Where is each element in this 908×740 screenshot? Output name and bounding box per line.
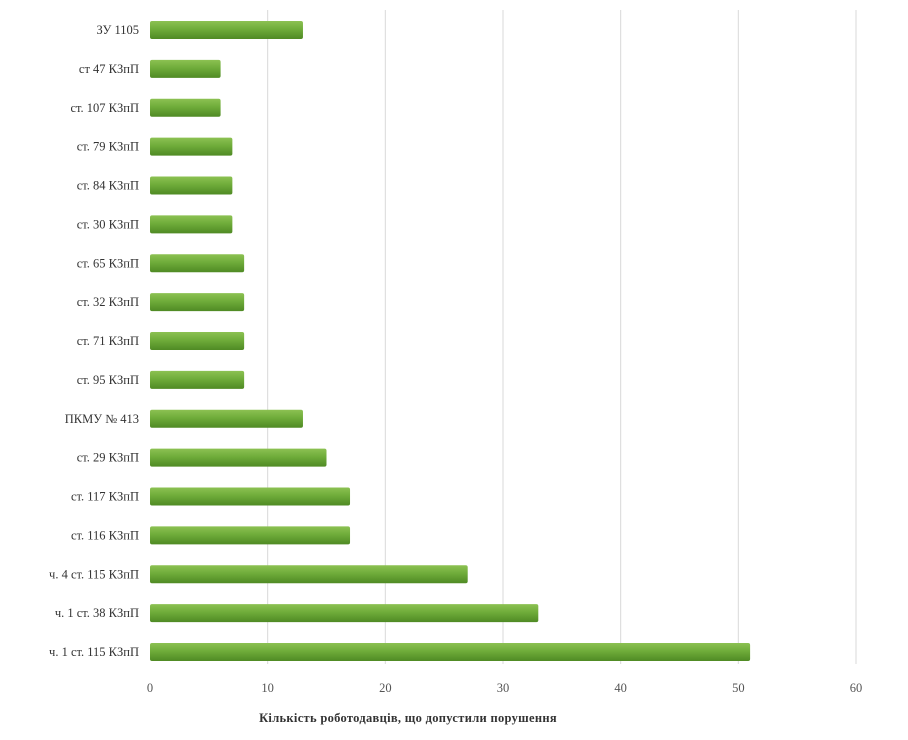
bar — [150, 643, 751, 661]
x-axis-title: Кількість роботодавців, що допустили пор… — [259, 711, 557, 725]
x-tick-label: 60 — [850, 681, 863, 695]
bar — [150, 293, 245, 312]
category-label: ст. 117 КЗпП — [71, 490, 139, 504]
bar — [150, 487, 351, 506]
x-tick-label: 0 — [147, 681, 153, 695]
x-tick-label: 50 — [732, 681, 745, 695]
category-label: ч. 4 ст. 115 КЗпП — [49, 567, 139, 581]
bar — [150, 448, 327, 467]
x-tick-label: 30 — [497, 681, 510, 695]
bar — [150, 59, 221, 78]
category-label: ст. 29 КЗпП — [77, 451, 139, 465]
x-tick-label: 20 — [379, 681, 392, 695]
category-label: ст 47 КЗпП — [79, 62, 139, 76]
x-tick-labels: 0 10 20 30 40 50 60 — [147, 681, 862, 695]
category-label: ст. 107 КЗпП — [70, 101, 139, 115]
bar — [150, 98, 221, 117]
category-label: ст. 79 КЗпП — [77, 140, 139, 154]
category-label: ПКМУ № 413 — [65, 412, 139, 426]
category-labels: ЗУ 1105 ст 47 КЗпП ст. 107 КЗпП ст. 79 КЗпП… — [49, 23, 139, 659]
bar — [150, 215, 233, 234]
category-label: ст. 32 КЗпП — [77, 295, 139, 309]
category-label: ст. 30 КЗпП — [77, 217, 139, 231]
bar — [150, 565, 468, 584]
category-label: ст. 95 КЗпП — [77, 373, 139, 387]
bar — [150, 526, 351, 545]
bar — [150, 332, 245, 350]
bar — [150, 137, 233, 156]
category-label: ч. 1 ст. 115 КЗпП — [49, 645, 139, 659]
x-tick-label: 10 — [261, 681, 274, 695]
category-label: ст. 84 КЗпП — [77, 179, 139, 193]
bars — [150, 21, 751, 661]
bar — [150, 176, 233, 195]
bar — [150, 604, 539, 623]
gridlines — [267, 10, 857, 664]
category-label: ч. 1 ст. 38 КЗпП — [55, 606, 139, 620]
x-tick-label: 40 — [614, 681, 627, 695]
category-label: ст. 65 КЗпП — [77, 256, 139, 270]
category-label: ст. 71 КЗпП — [77, 334, 139, 348]
category-label: ЗУ 1105 — [97, 23, 139, 37]
bar — [150, 21, 303, 39]
category-label: ст. 116 КЗпП — [71, 528, 139, 542]
bar — [150, 409, 303, 428]
bar — [150, 254, 245, 273]
bar — [150, 370, 245, 389]
